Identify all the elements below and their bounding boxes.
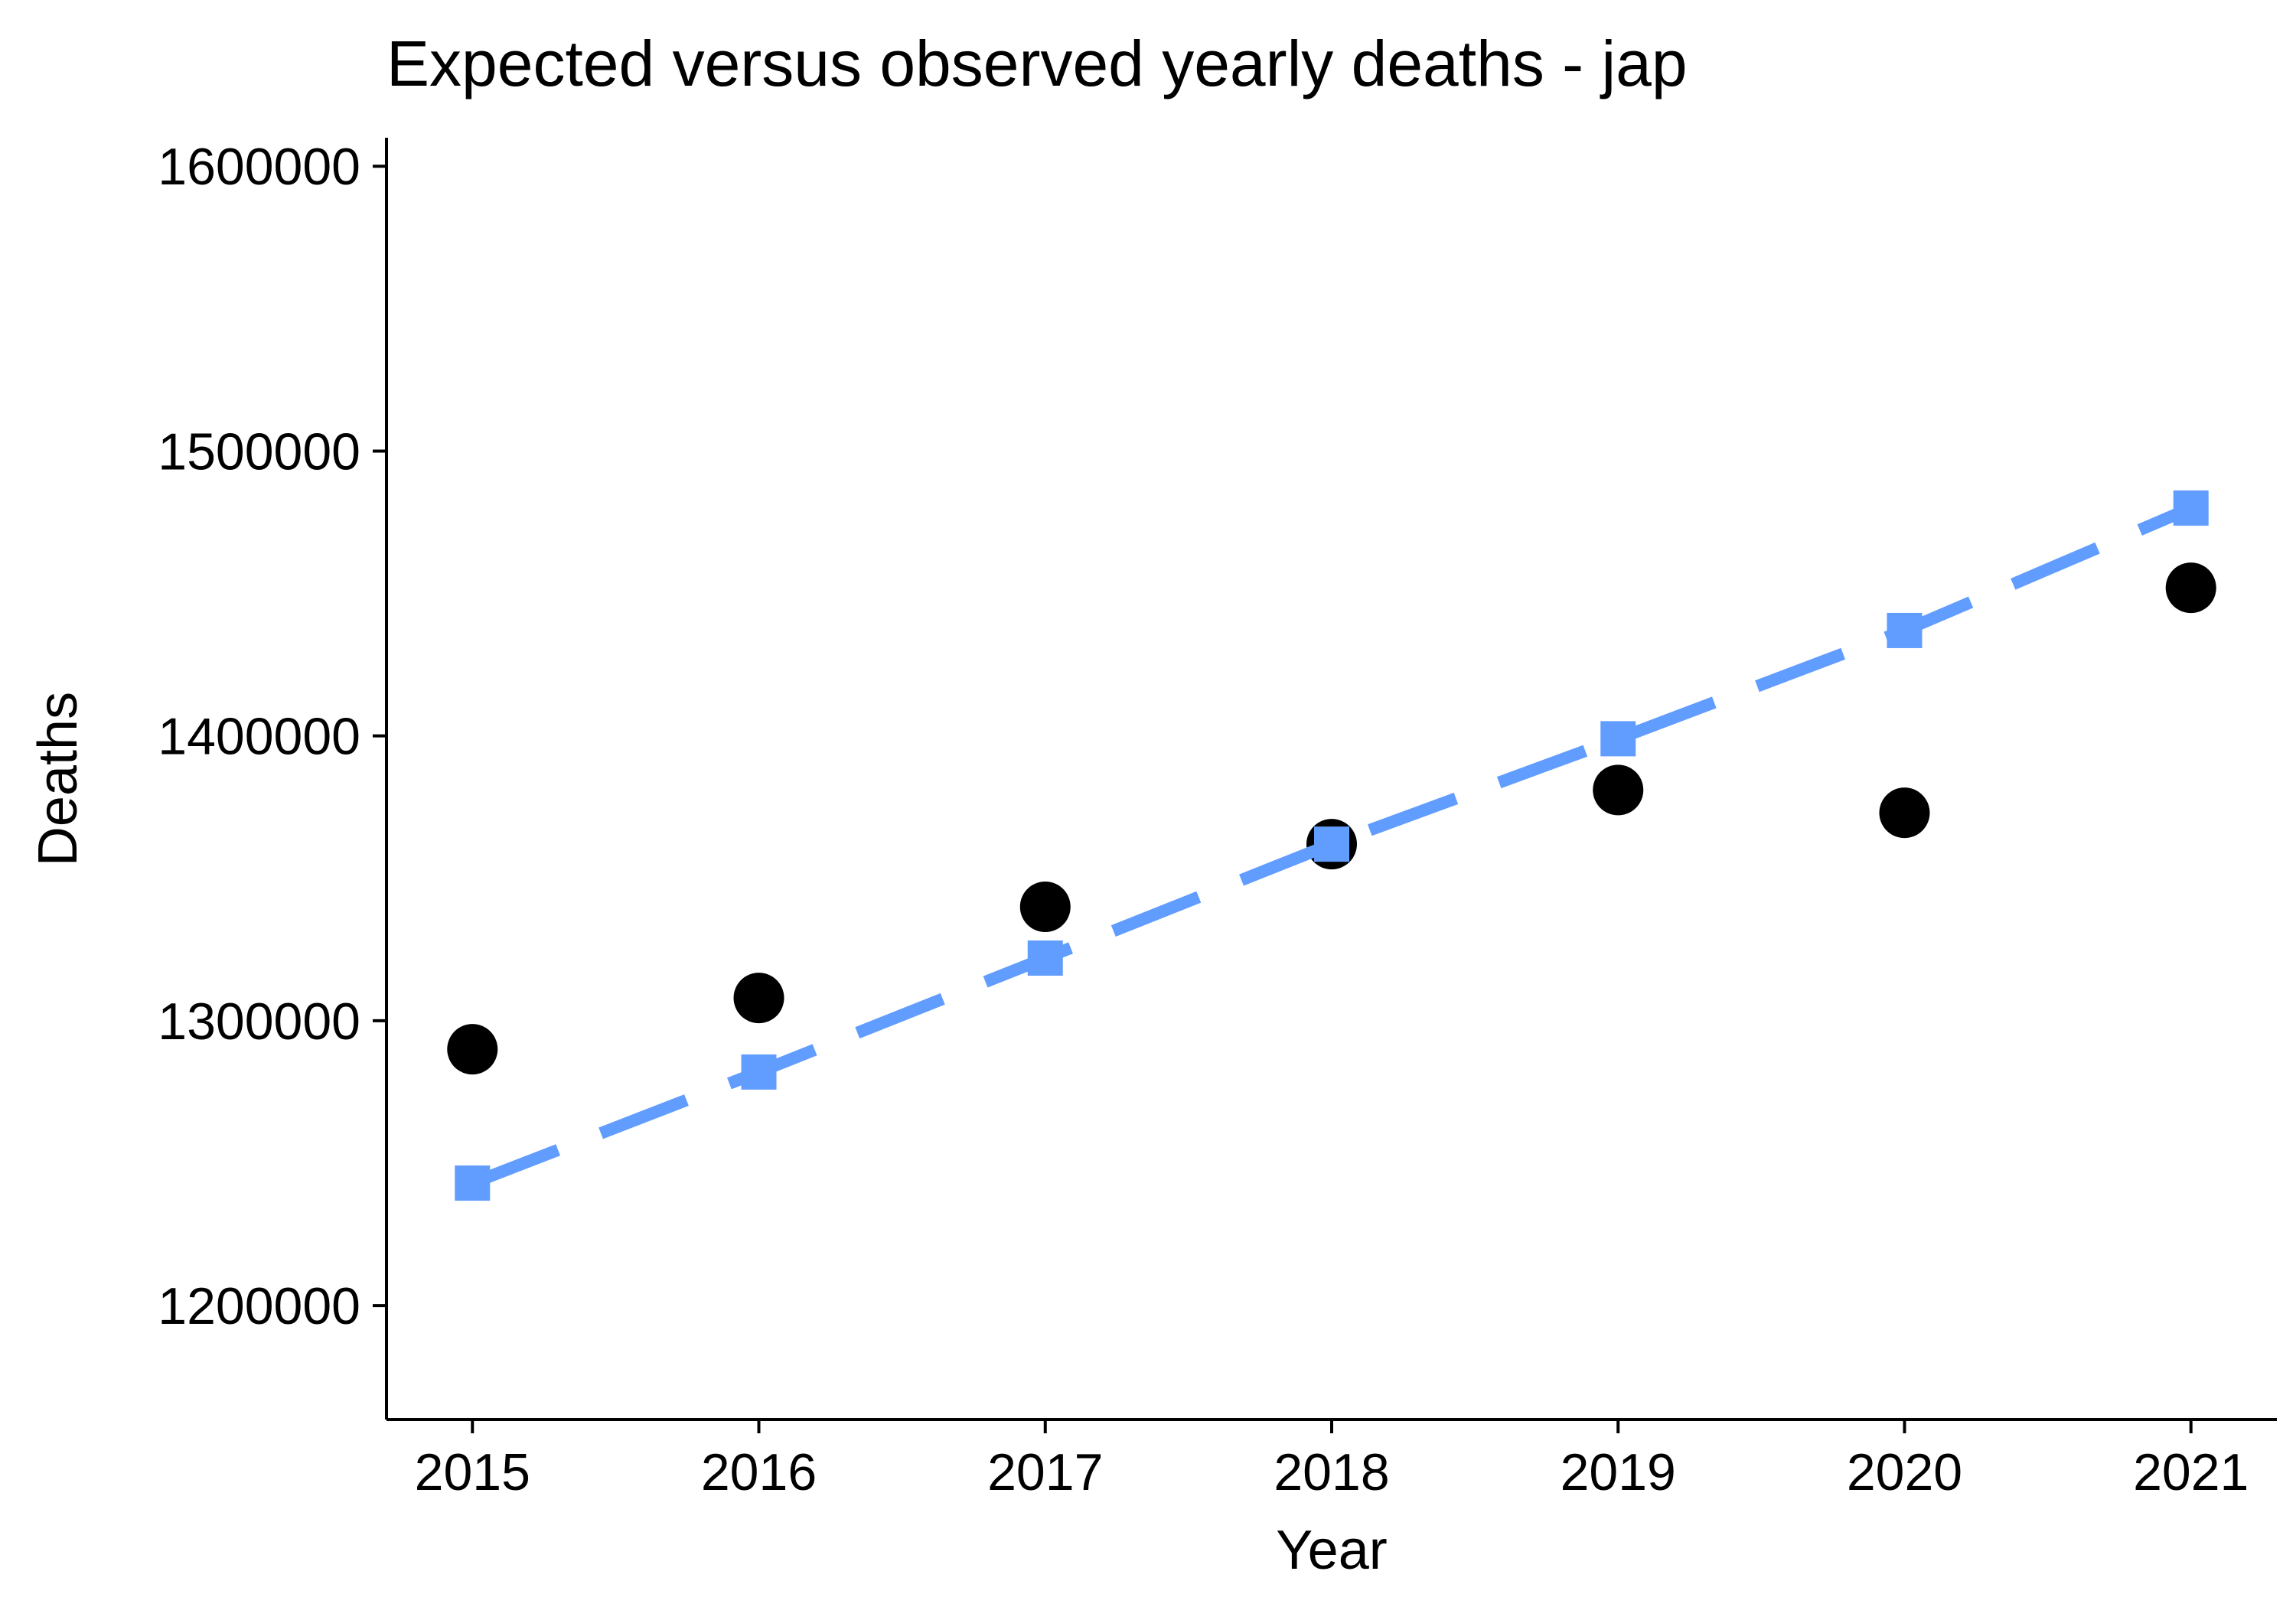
x-axis-ticks: 2015 2016 2017 2018 2019 2020 2021 bbox=[415, 1420, 2249, 1501]
y-tick-label: 1600000 bbox=[158, 138, 360, 196]
observed-point bbox=[1019, 882, 1071, 932]
y-tick-label: 1400000 bbox=[158, 708, 360, 766]
x-tick-label: 2017 bbox=[987, 1443, 1103, 1501]
x-tick-label: 2020 bbox=[1847, 1443, 1962, 1501]
y-axis-title: Deaths bbox=[28, 692, 89, 866]
y-tick-label: 1500000 bbox=[158, 422, 360, 481]
series-1 bbox=[447, 562, 2216, 1075]
x-tick-label: 2016 bbox=[701, 1443, 817, 1501]
series-layer bbox=[447, 490, 2216, 1201]
chart-title: Expected versus observed yearly deaths -… bbox=[386, 28, 1688, 99]
expected-point bbox=[1314, 826, 1349, 862]
series-2 bbox=[455, 490, 2209, 1201]
x-tick-label: 2015 bbox=[415, 1443, 530, 1501]
observed-point bbox=[1593, 764, 1644, 816]
expected-point bbox=[1887, 612, 1923, 648]
y-tick-label: 1300000 bbox=[158, 993, 360, 1051]
expected-point bbox=[741, 1054, 777, 1090]
observed-point bbox=[2165, 562, 2216, 614]
y-axis-ticks: 1200000 1300000 1400000 1500000 1600000 bbox=[158, 138, 386, 1335]
expected-point bbox=[1027, 940, 1063, 976]
x-tick-label: 2019 bbox=[1561, 1443, 1676, 1501]
plot-area: 1200000 1300000 1400000 1500000 1600000 2015… bbox=[158, 138, 2277, 1501]
expected-point bbox=[455, 1165, 491, 1201]
expected-point bbox=[1600, 721, 1636, 757]
observed-point bbox=[447, 1024, 498, 1075]
x-tick-label: 2021 bbox=[2133, 1443, 2249, 1501]
expected-point bbox=[2173, 490, 2209, 526]
observed-point bbox=[1879, 787, 1930, 839]
x-tick-label: 2018 bbox=[1274, 1443, 1389, 1501]
x-axis-title: Year bbox=[1276, 1520, 1387, 1581]
observed-point bbox=[733, 973, 784, 1024]
y-tick-label: 1200000 bbox=[158, 1277, 360, 1335]
